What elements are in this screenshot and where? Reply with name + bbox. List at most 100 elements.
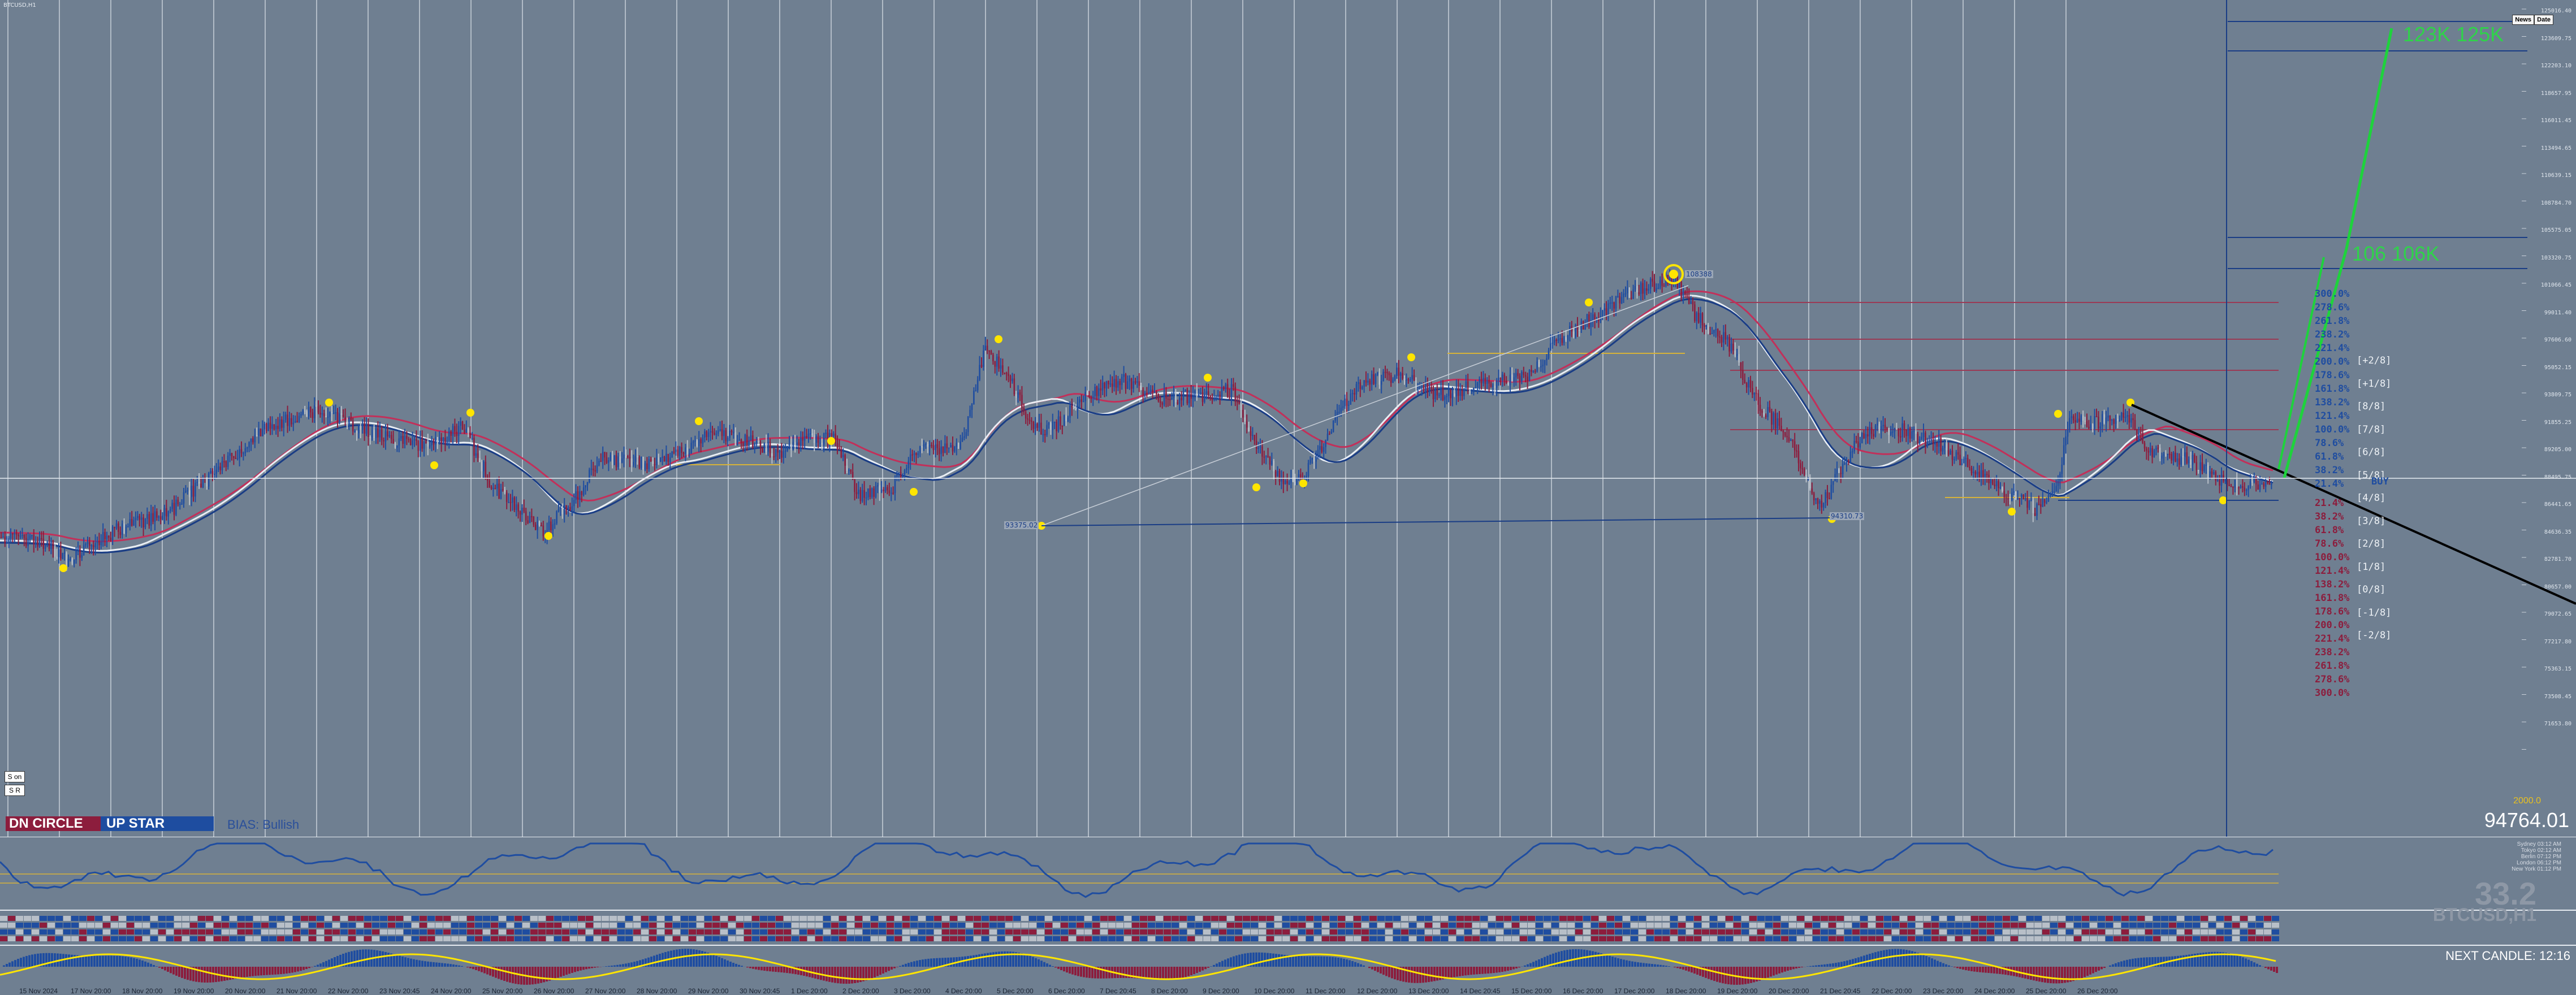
wave-bar: [1835, 963, 1837, 967]
candle-body: [448, 431, 450, 441]
strip-cell: [1441, 936, 1448, 941]
wave-bar: [127, 957, 129, 967]
candle-body: [1503, 374, 1506, 381]
wave-bar: [1433, 967, 1436, 981]
strip-cell: [720, 936, 728, 941]
strip-cell: [1290, 923, 1298, 928]
candle-body: [110, 537, 112, 540]
price-axis-label: 91855.25: [2544, 419, 2571, 426]
strip-cell: [697, 916, 704, 921]
strip-cell: [1947, 929, 1955, 935]
price-axis-label: 101066.45: [2540, 282, 2571, 288]
candle-body: [1838, 469, 1840, 473]
strip-cell: [1314, 916, 1321, 921]
date-axis-label: 16 Dec 20:00: [1563, 987, 1603, 995]
wave-bar: [1668, 966, 1670, 967]
strip-cell: [1710, 916, 1717, 921]
candle-body: [217, 466, 219, 470]
strip-cell: [1401, 936, 1408, 941]
candle-body: [727, 438, 729, 442]
strip-cell: [1084, 929, 1092, 935]
strip-cell: [2153, 923, 2160, 928]
candle-body: [904, 470, 906, 475]
wave-bar: [1662, 965, 1665, 967]
candle-body: [2088, 426, 2090, 429]
candle-body: [1130, 378, 1133, 389]
strip-cell: [2090, 929, 2097, 935]
candle-body: [1480, 379, 1483, 384]
candle-body: [1773, 413, 1775, 425]
strip-cell: [1631, 929, 1638, 935]
strip-cell: [1393, 936, 1401, 941]
candle-body: [1907, 428, 1909, 436]
candle-body: [2050, 495, 2051, 496]
wave-bar: [2120, 961, 2123, 967]
strip-cell: [1726, 936, 1733, 941]
s-r-button[interactable]: S R: [5, 785, 25, 796]
wave-bar: [1705, 967, 1707, 978]
strip-cell: [1069, 929, 1076, 935]
candle-body: [2003, 491, 2006, 498]
strip-cell: [1567, 923, 1575, 928]
wave-bar: [1317, 956, 1320, 967]
strip-cell: [879, 923, 886, 928]
candle-body: [723, 430, 725, 436]
strip-cell: [989, 923, 997, 928]
news-button[interactable]: News: [2512, 15, 2534, 25]
candle-body: [752, 435, 754, 448]
indicator-pane[interactable]: [0, 837, 2576, 987]
candle-body: [1523, 371, 1525, 375]
s-on-button[interactable]: S on: [5, 771, 25, 782]
wave-bar: [353, 950, 356, 967]
candle-body: [14, 533, 16, 535]
candle-body: [1965, 458, 1967, 460]
candle-body: [1355, 384, 1358, 395]
strip-cell: [2137, 936, 2145, 941]
wave-bar: [1493, 967, 1495, 974]
wave-bar: [1931, 958, 1933, 967]
wave-bar: [1476, 967, 1478, 975]
wave-bar: [90, 955, 93, 967]
wave-bar: [647, 957, 650, 967]
price-chart[interactable]: [0, 0, 2576, 837]
strip-cell: [578, 929, 585, 935]
wave-bar: [2117, 962, 2120, 967]
strip-cell: [340, 936, 348, 941]
candle-body: [83, 545, 85, 555]
wave-bar: [1300, 956, 1303, 967]
wave-bar: [351, 951, 353, 967]
strip-cell: [380, 929, 387, 935]
strip-cell: [119, 923, 126, 928]
strip-cell: [1623, 923, 1630, 928]
wave-bar: [449, 964, 452, 967]
wave-bar: [1374, 967, 1376, 971]
strip-cell: [404, 916, 411, 921]
candle-body: [1663, 285, 1665, 287]
candle-body: [2028, 500, 2030, 508]
strip-cell: [182, 936, 189, 941]
date-button[interactable]: Date: [2534, 15, 2553, 25]
strip-cell: [1520, 929, 1527, 935]
candle-body: [1507, 382, 1509, 386]
strip-cell: [1077, 929, 1084, 935]
candle-body: [541, 525, 542, 527]
candle-body: [1628, 287, 1631, 298]
wave-bar: [2149, 957, 2151, 967]
wave-bar: [192, 967, 195, 981]
strip-cell: [1884, 923, 1891, 928]
candle-body: [37, 540, 38, 547]
wave-bar: [865, 967, 867, 981]
candle-body: [2040, 504, 2042, 507]
wave-bar: [1462, 967, 1464, 976]
candle-body: [1878, 423, 1881, 431]
candle-body: [96, 541, 98, 543]
wave-bar: [2081, 967, 2083, 979]
strip-cell: [847, 936, 854, 941]
candle-body: [788, 443, 790, 446]
strip-cell: [24, 936, 31, 941]
strip-cell: [1480, 929, 1488, 935]
strip-cell: [2090, 923, 2097, 928]
candle-body: [1607, 303, 1609, 315]
strip-cell: [673, 929, 680, 935]
wave-bar: [1453, 967, 1455, 977]
